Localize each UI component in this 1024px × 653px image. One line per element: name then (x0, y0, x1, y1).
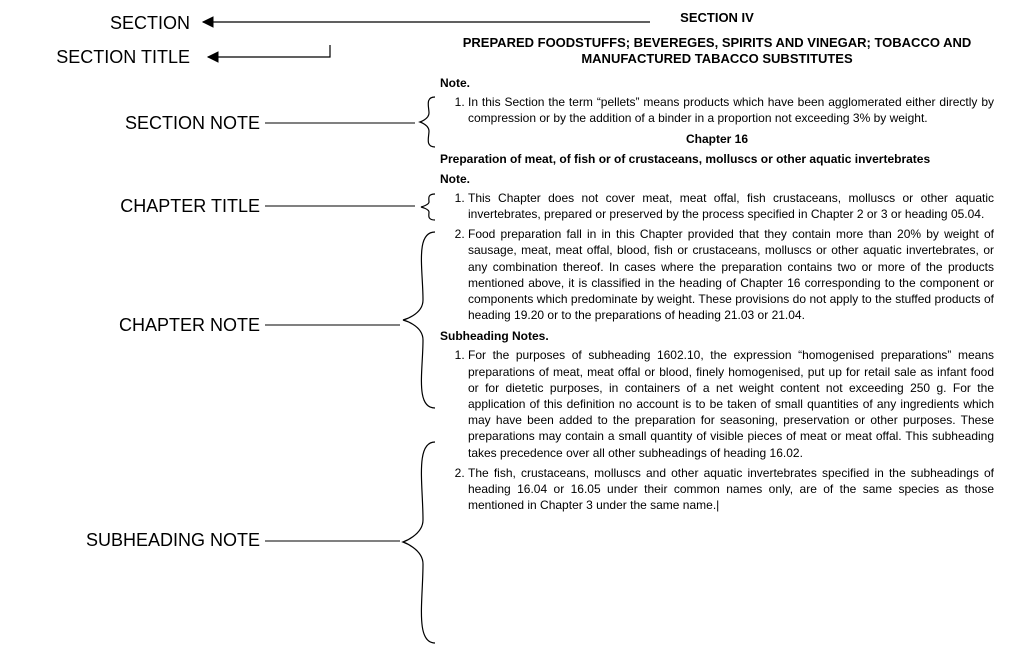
line-chapter-title (265, 198, 415, 218)
label-chapter-title: CHAPTER TITLE (60, 196, 260, 217)
line-subheading-note (265, 533, 400, 553)
section-header: SECTION IV (440, 10, 994, 25)
label-section: SECTION (60, 13, 190, 34)
label-chapter-note: CHAPTER NOTE (60, 315, 260, 336)
subheading-note-item: The fish, crustaceans, molluscs and othe… (468, 465, 994, 514)
chapter-title: Preparation of meat, of fish or of crust… (440, 152, 994, 166)
line-chapter-note (265, 317, 400, 337)
arrow-section-title (200, 35, 460, 80)
brace-chapter-title (415, 192, 440, 222)
chapter-notes-list: This Chapter does not cover meat, meat o… (440, 190, 994, 324)
document-content: SECTION IV PREPARED FOODSTUFFS; BEVEREGE… (440, 10, 994, 519)
chapter-note-label: Note. (440, 172, 994, 186)
brace-subheading-note (395, 440, 440, 645)
label-section-title: SECTION TITLE (10, 47, 190, 68)
section-notes-list: In this Section the term “pellets” means… (440, 94, 994, 126)
section-title: PREPARED FOODSTUFFS; BEVEREGES, SPIRITS … (440, 35, 994, 68)
chapter-header: Chapter 16 (440, 132, 994, 146)
subheading-note-label: Subheading Notes. (440, 329, 994, 343)
subheading-note-item: For the purposes of subheading 1602.10, … (468, 347, 994, 460)
section-note-label: Note. (440, 76, 994, 90)
label-section-note: SECTION NOTE (60, 113, 260, 134)
label-subheading-note: SUBHEADING NOTE (30, 530, 260, 551)
section-note-item: In this Section the term “pellets” means… (468, 94, 994, 126)
chapter-note-item: Food preparation fall in in this Chapter… (468, 226, 994, 323)
brace-chapter-note (395, 230, 440, 410)
line-section-note (265, 115, 415, 135)
chapter-note-item: This Chapter does not cover meat, meat o… (468, 190, 994, 222)
brace-section-note (415, 95, 440, 150)
subheading-notes-list: For the purposes of subheading 1602.10, … (440, 347, 994, 513)
